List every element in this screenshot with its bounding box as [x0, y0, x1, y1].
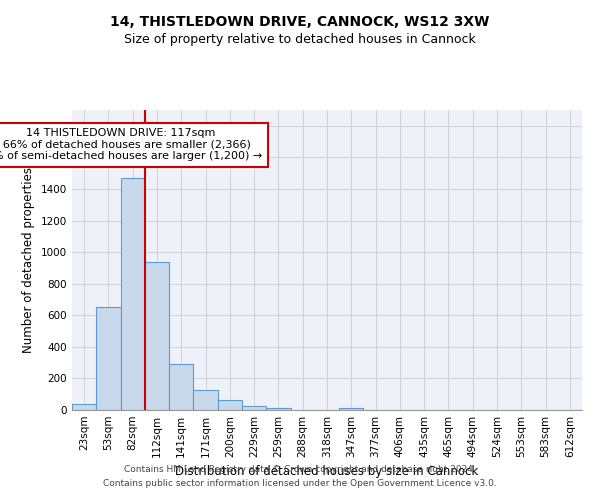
Text: Size of property relative to detached houses in Cannock: Size of property relative to detached ho…: [124, 32, 476, 46]
Text: Contains HM Land Registry data © Crown copyright and database right 2024.
Contai: Contains HM Land Registry data © Crown c…: [103, 466, 497, 487]
Bar: [218, 400, 242, 410]
Bar: [339, 408, 364, 410]
Bar: [193, 390, 218, 410]
Bar: [169, 364, 193, 410]
Bar: [242, 406, 266, 410]
Bar: [96, 308, 121, 410]
Bar: [72, 404, 96, 410]
Bar: [121, 178, 145, 410]
Text: 14 THISTLEDOWN DRIVE: 117sqm
← 66% of detached houses are smaller (2,366)
33% of: 14 THISTLEDOWN DRIVE: 117sqm ← 66% of de…: [0, 128, 262, 162]
Text: 14, THISTLEDOWN DRIVE, CANNOCK, WS12 3XW: 14, THISTLEDOWN DRIVE, CANNOCK, WS12 3XW: [110, 15, 490, 29]
X-axis label: Distribution of detached houses by size in Cannock: Distribution of detached houses by size …: [175, 466, 479, 478]
Bar: [266, 408, 290, 410]
Bar: [145, 262, 169, 410]
Y-axis label: Number of detached properties: Number of detached properties: [22, 167, 35, 353]
